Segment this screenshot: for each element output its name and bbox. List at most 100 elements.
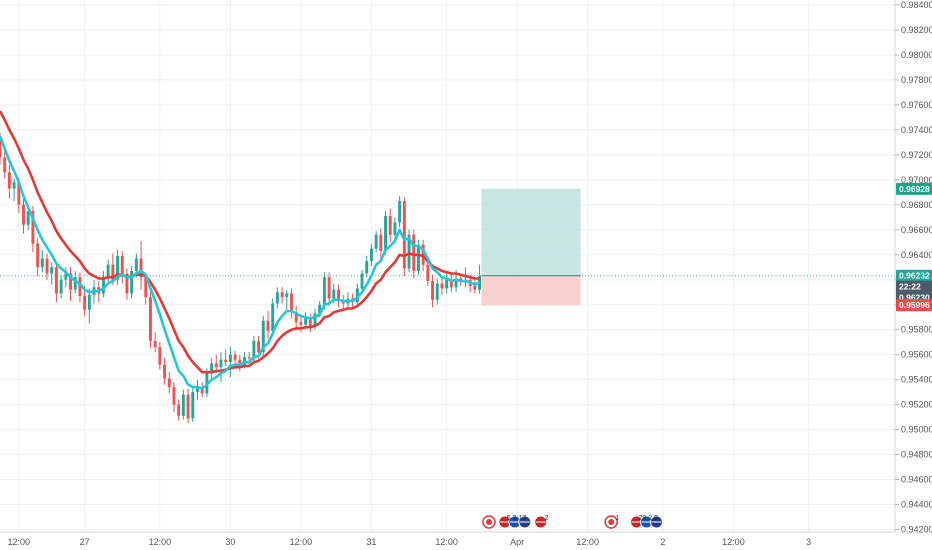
y-tick-label: 0.95200 [901, 400, 932, 410]
candle-body [384, 216, 387, 252]
x-tick-label: 12:00 [722, 537, 745, 547]
y-tick-label: 0.95000 [901, 425, 932, 435]
countdown-price-label: 22:22 [899, 282, 921, 292]
long-position-tool[interactable] [481, 188, 581, 306]
candle-body [148, 297, 152, 341]
candle-body [435, 283, 439, 300]
candle-body [393, 222, 397, 235]
candle-body [252, 340, 256, 359]
ema-slow-line [0, 135, 481, 390]
y-tick-label: 0.94400 [901, 500, 932, 510]
candle-body [280, 292, 284, 298]
candle-body [285, 293, 289, 298]
event-count: 5 3 17 [507, 515, 527, 522]
candle-body [210, 363, 214, 374]
y-tick-label: 0.95600 [901, 350, 932, 360]
candle-body [454, 278, 458, 288]
candle-body [78, 277, 82, 296]
x-tick-label: 12:00 [290, 537, 313, 547]
candle-body [214, 363, 218, 368]
candle-body [73, 277, 77, 290]
candle-body [445, 279, 449, 289]
y-tick-label: 0.95400 [901, 375, 932, 385]
ema-fast-line [0, 110, 480, 374]
event-count: 29 2 8 [638, 515, 658, 522]
candle-body [3, 157, 7, 173]
candle-body [191, 392, 195, 419]
countdown-price-label-bg [896, 280, 932, 293]
candle-body [247, 357, 251, 359]
candle-body [440, 283, 444, 289]
event-marker[interactable]: 2 [534, 515, 549, 529]
x-tick-label: Apr [510, 537, 524, 547]
economic-events[interactable]: 5 3 17 2 1 29 2 8 [482, 515, 663, 529]
y-tick-label: 0.96600 [901, 225, 932, 235]
candle-body [261, 320, 265, 353]
candle-body [181, 394, 185, 416]
target-price-label: 0.96928 [899, 184, 930, 194]
candle-body [111, 264, 115, 280]
candle-body [219, 359, 223, 368]
candle-body [45, 258, 49, 274]
x-tick-label: 27 [80, 537, 90, 547]
candle-body [388, 216, 392, 235]
candle-body [473, 285, 477, 290]
candle-body [106, 264, 110, 278]
candle-body [318, 304, 322, 314]
y-tick-label: 0.94800 [901, 450, 932, 460]
candle-body [64, 273, 68, 280]
candle-body [304, 317, 308, 325]
candle-body [257, 340, 261, 353]
x-tick-label: 2 [660, 537, 665, 547]
candle-body [228, 354, 232, 363]
candle-body [275, 292, 279, 304]
candle-body [407, 234, 411, 269]
x-tick-label: 12:00 [8, 537, 31, 547]
candle-body [374, 234, 378, 249]
candle-body [431, 280, 435, 300]
candle-body [0, 138, 2, 158]
candle-body [327, 277, 331, 299]
stop-price-label-bg [896, 299, 932, 312]
red-dot [608, 519, 615, 525]
candle-body [50, 267, 54, 274]
event-marker[interactable]: 5 3 17 [498, 515, 532, 529]
event-marker[interactable]: 29 2 8 [629, 515, 663, 529]
candle-body [449, 279, 453, 288]
y-tick-label: 0.96800 [901, 200, 932, 210]
candle-body [379, 234, 383, 252]
candle-body [266, 320, 270, 331]
candle-body [153, 340, 157, 348]
candle-body [163, 364, 167, 379]
grid-lines [0, 0, 895, 532]
y-tick-label: 0.96400 [901, 250, 932, 260]
candle-body [402, 201, 406, 269]
candle-body [7, 172, 11, 189]
candle-body [200, 387, 204, 394]
candle-body [360, 273, 364, 289]
event-marker[interactable] [482, 515, 496, 529]
candle-body [54, 267, 58, 294]
red-dot [485, 519, 492, 525]
entry-price-label-bg [896, 269, 932, 282]
candle-body [290, 293, 293, 313]
candle-body [26, 211, 30, 225]
candle-body [308, 317, 312, 326]
candle-body [186, 394, 190, 419]
candle-body [167, 378, 171, 388]
candle-body [416, 244, 420, 271]
candle-body [238, 359, 242, 365]
candle-body [365, 261, 369, 274]
stop-zone [481, 275, 581, 306]
price-axis[interactable]: 0.98400 0.98200 0.98000 0.97800 0.97600 0.974… [894, 0, 932, 535]
target-price-label-bg [896, 182, 932, 195]
event-marker[interactable]: 1 [604, 515, 619, 529]
candle-body [196, 387, 199, 393]
time-axis[interactable]: 12:00 27 12:00 30 12:00 31 12:00 Apr 12:00 2 12:00… [0, 531, 895, 547]
candle-body [120, 256, 124, 274]
candle-body [337, 289, 340, 301]
candle-body [172, 387, 176, 405]
x-tick-label: 3 [806, 537, 811, 547]
